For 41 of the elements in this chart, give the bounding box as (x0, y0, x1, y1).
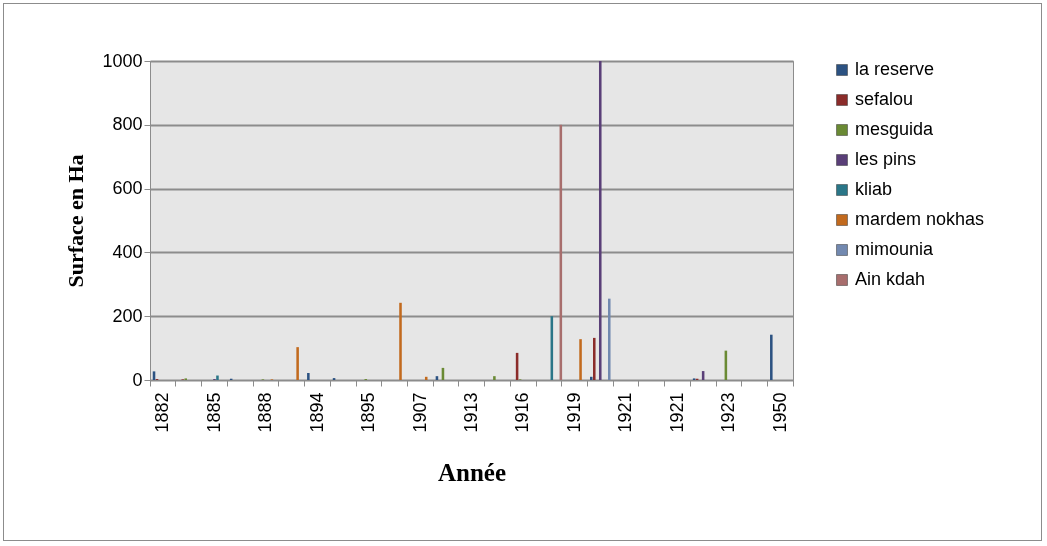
x-tick-label: 1921 (615, 392, 636, 433)
bar (770, 334, 773, 380)
legend-label: mimounia (855, 239, 935, 259)
y-tick-label: 800 (112, 114, 143, 135)
x-tick-label: 1913 (461, 392, 481, 433)
x-tick-label: 1888 (255, 392, 276, 433)
bar (307, 372, 310, 380)
legend-label: sefalou (855, 89, 914, 109)
legend-label: les pins (855, 149, 917, 169)
y-tick-label: 1000 (102, 50, 143, 71)
legend-label: mesguida (855, 119, 935, 139)
bar (579, 339, 582, 380)
bar (216, 375, 219, 380)
x-tick-label: 1950 (769, 392, 790, 433)
x-tick-label: 1919 (563, 392, 584, 433)
bar (592, 337, 596, 380)
x-tick-label: 1916 (512, 392, 533, 433)
bar (424, 376, 428, 380)
x-tick-label: 1882 (152, 392, 173, 433)
x-axis-title: Année (437, 458, 507, 486)
x-tick-label: 1885 (203, 392, 224, 433)
bar (399, 302, 402, 380)
bar (296, 347, 299, 380)
x-tick-label: 1923 (718, 392, 739, 433)
x-tick-label: 1894 (306, 392, 327, 433)
y-tick-label: 400 (112, 241, 143, 262)
y-axis-title: Surface en Ha (63, 154, 89, 288)
y-tick-label: 200 (112, 305, 143, 326)
y-tick-label: 0 (132, 369, 143, 390)
y-tick-label: 600 (112, 178, 143, 199)
bar (607, 298, 611, 380)
legend-label: kliab (855, 179, 893, 199)
bar (493, 376, 496, 380)
legend-label: la reserve (855, 59, 935, 79)
bar (589, 376, 593, 380)
x-tick-label: 1921 (666, 392, 687, 433)
legend-label: mardem nokhas (855, 209, 985, 229)
x-tick-label: 1895 (358, 392, 379, 433)
legend-label: Ain kdah (855, 269, 926, 289)
bar (598, 61, 602, 380)
x-tick-label: 1907 (409, 392, 430, 433)
